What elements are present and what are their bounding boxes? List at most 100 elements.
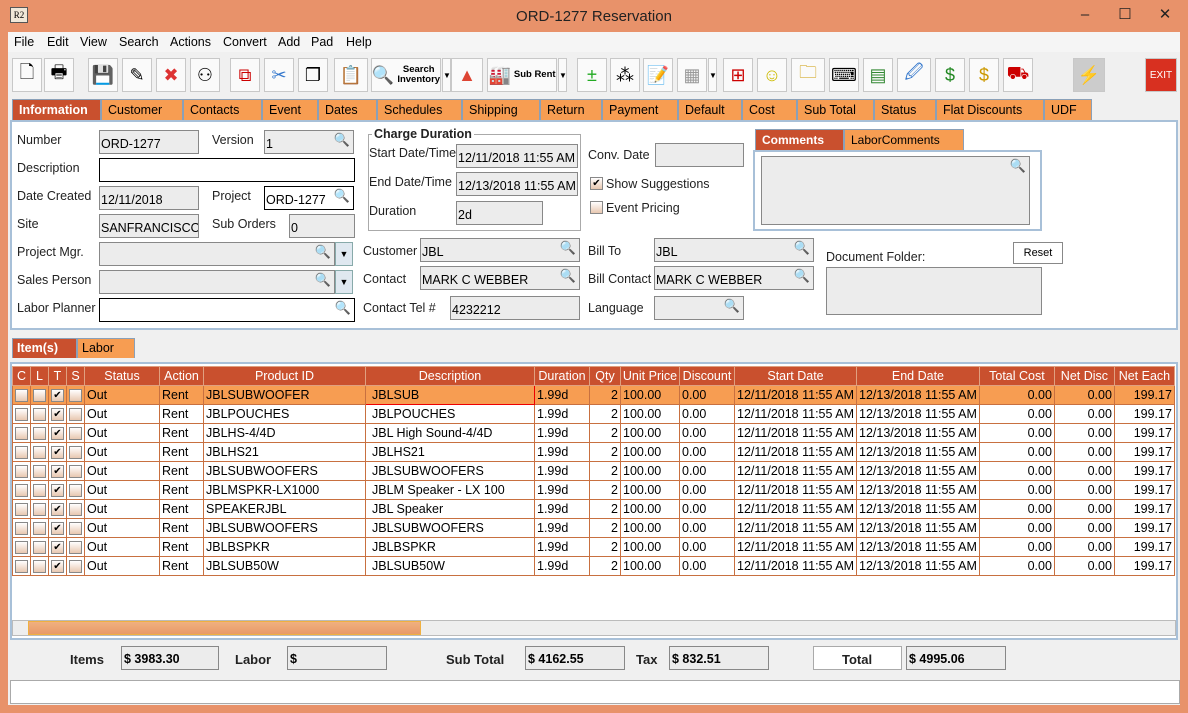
cell-description[interactable]: JBL Speaker — [365, 499, 535, 519]
cell-start-date[interactable]: 12/11/2018 11:55 AM — [734, 537, 857, 557]
cell-duration[interactable]: 1.99d — [534, 499, 590, 519]
cell-qty[interactable]: 2 — [589, 480, 621, 500]
cell-net-each[interactable]: 199.17 — [1113, 556, 1175, 576]
menu-pad[interactable]: Pad — [311, 35, 334, 49]
menu-actions[interactable]: Actions — [170, 35, 211, 49]
copy-button[interactable]: ❐ — [298, 58, 328, 92]
c-checkbox[interactable] — [15, 446, 28, 460]
tab-shipping[interactable]: Shipping — [462, 99, 540, 120]
cell-duration[interactable]: 1.99d — [534, 556, 590, 576]
table-row[interactable]: ✔ Out Rent JBLSUBWOOFERS JBLSUBWOOFERS 1.99d 2… — [12, 518, 1175, 538]
binoculars-button[interactable]: ⚇ — [190, 58, 220, 92]
cell-description[interactable]: JBLPOUCHES — [365, 404, 535, 424]
cell-net-each[interactable]: 199.17 — [1113, 423, 1175, 443]
cell-start-date[interactable]: 12/11/2018 11:55 AM — [734, 499, 857, 519]
notepad-button[interactable]: 📝 — [643, 58, 673, 92]
cell-start-date[interactable]: 12/11/2018 11:55 AM — [734, 518, 857, 538]
search-icon[interactable]: 🔍 — [559, 268, 576, 283]
shapes-button[interactable]: ▲ — [451, 58, 483, 92]
l-checkbox[interactable] — [33, 408, 46, 422]
menu-view[interactable]: View — [80, 35, 107, 49]
tab-payment[interactable]: Payment — [602, 99, 678, 120]
cell-net-disc[interactable]: 0.00 — [1053, 461, 1115, 481]
cell-qty[interactable]: 2 — [589, 461, 621, 481]
tab-status[interactable]: Status — [874, 99, 936, 120]
column-header-action[interactable]: Action — [159, 366, 204, 386]
cell-net-disc[interactable]: 0.00 — [1053, 499, 1115, 519]
cell-l[interactable] — [30, 442, 49, 462]
cell-l[interactable] — [30, 556, 49, 576]
c-checkbox[interactable] — [15, 560, 28, 574]
cell-unit-price[interactable]: 100.00 — [620, 385, 680, 405]
cell-t[interactable]: ✔ — [48, 556, 67, 576]
cell-end-date[interactable]: 12/13/2018 11:55 AM — [856, 480, 980, 500]
cell-discount[interactable]: 0.00 — [679, 499, 735, 519]
table-row[interactable]: ✔ Out Rent JBLSUB50W JBLSUB50W 1.99d 2 100.00 0.… — [12, 556, 1175, 576]
cell-t[interactable]: ✔ — [48, 518, 67, 538]
menu-search[interactable]: Search — [119, 35, 159, 49]
cell-net-each[interactable]: 199.17 — [1113, 404, 1175, 424]
cell-duration[interactable]: 1.99d — [534, 442, 590, 462]
column-header-total-cost[interactable]: Total Cost — [978, 366, 1055, 386]
cell-end-date[interactable]: 12/13/2018 11:55 AM — [856, 499, 980, 519]
show-suggestions-checkbox[interactable]: ✔ — [590, 177, 603, 190]
cell-end-date[interactable]: 12/13/2018 11:55 AM — [856, 423, 980, 443]
document-edit-button[interactable]: 🖉 — [897, 58, 931, 92]
column-header-discount[interactable]: Discount — [679, 366, 735, 386]
cell-unit-price[interactable]: 100.00 — [620, 499, 680, 519]
cell-status[interactable]: Out — [84, 556, 160, 576]
cell-product-id[interactable]: JBLBSPKR — [203, 537, 366, 557]
cell-discount[interactable]: 0.00 — [679, 404, 735, 424]
menu-convert[interactable]: Convert — [223, 35, 267, 49]
cell-qty[interactable]: 2 — [589, 404, 621, 424]
cell-action[interactable]: Rent — [159, 556, 204, 576]
cell-net-disc[interactable]: 0.00 — [1053, 480, 1115, 500]
cell-duration[interactable]: 1.99d — [534, 480, 590, 500]
cell-l[interactable] — [30, 537, 49, 557]
cell-total-cost[interactable]: 0.00 — [978, 404, 1055, 424]
dropdown-arrow-icon[interactable]: ▼ — [442, 58, 451, 92]
cell-s[interactable] — [66, 480, 85, 500]
cell-qty[interactable]: 2 — [589, 442, 621, 462]
cell-start-date[interactable]: 12/11/2018 11:55 AM — [734, 423, 857, 443]
cell-unit-price[interactable]: 100.00 — [620, 537, 680, 557]
column-header-description[interactable]: Description — [365, 366, 535, 386]
c-checkbox[interactable] — [15, 389, 28, 403]
cell-net-disc[interactable]: 0.00 — [1053, 518, 1115, 538]
cell-t[interactable]: ✔ — [48, 499, 67, 519]
l-checkbox[interactable] — [33, 541, 46, 555]
folder-clock-button[interactable]: 🗀 — [791, 58, 825, 92]
cell-unit-price[interactable]: 100.00 — [620, 556, 680, 576]
menu-help[interactable]: Help — [346, 35, 372, 49]
cell-l[interactable] — [30, 404, 49, 424]
cell-status[interactable]: Out — [84, 461, 160, 481]
cell-qty[interactable]: 2 — [589, 385, 621, 405]
column-header-qty[interactable]: Qty — [589, 366, 621, 386]
cell-net-each[interactable]: 199.17 — [1113, 518, 1175, 538]
cell-description[interactable]: JBL High Sound-4/4D — [365, 423, 535, 443]
cell-discount[interactable]: 0.00 — [679, 480, 735, 500]
s-checkbox[interactable] — [69, 503, 82, 517]
l-checkbox[interactable] — [33, 503, 46, 517]
cell-c[interactable] — [12, 442, 31, 462]
l-checkbox[interactable] — [33, 389, 46, 403]
cell-action[interactable]: Rent — [159, 442, 204, 462]
cell-s[interactable] — [66, 518, 85, 538]
column-header-s[interactable]: S — [66, 366, 85, 386]
cell-duration[interactable]: 1.99d — [534, 537, 590, 557]
cell-status[interactable]: Out — [84, 442, 160, 462]
sales-person-dropdown-button[interactable]: ▼ — [335, 270, 353, 294]
cell-qty[interactable]: 2 — [589, 556, 621, 576]
conv-date-field[interactable] — [655, 143, 744, 167]
description-field[interactable] — [99, 158, 355, 182]
money-forward-button[interactable]: $ — [935, 58, 965, 92]
paste-button[interactable]: 📋 — [334, 58, 368, 92]
cell-net-each[interactable]: 199.17 — [1113, 461, 1175, 481]
cell-qty[interactable]: 2 — [589, 537, 621, 557]
cell-end-date[interactable]: 12/13/2018 11:55 AM — [856, 442, 980, 462]
column-header-c[interactable]: C — [12, 366, 31, 386]
cell-qty[interactable]: 2 — [589, 423, 621, 443]
column-header-product-id[interactable]: Product ID — [203, 366, 366, 386]
cell-discount[interactable]: 0.00 — [679, 556, 735, 576]
cell-action[interactable]: Rent — [159, 499, 204, 519]
